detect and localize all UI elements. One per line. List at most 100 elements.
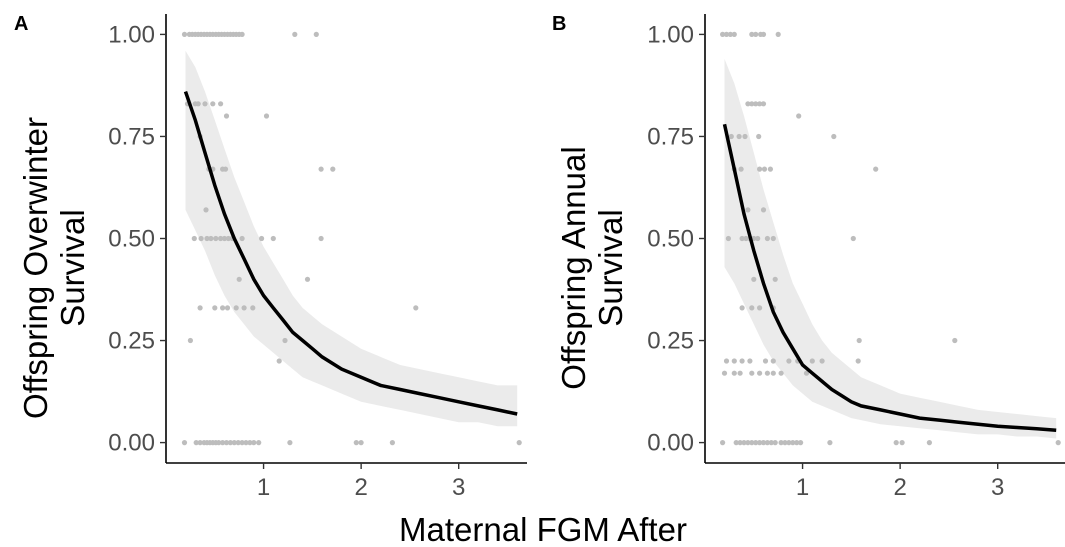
data-point-b [753, 101, 759, 107]
data-point-b [952, 337, 958, 344]
y-tick-label-a: 1.00 [108, 21, 155, 48]
data-point-a [292, 31, 298, 37]
data-point-b [755, 235, 761, 242]
panel-a: A Offspring Overwinter Survival 0.00 0.25… [14, 13, 527, 501]
data-point-b [772, 276, 778, 282]
panel-letter-b: B [552, 13, 566, 35]
data-point-b [720, 31, 726, 37]
data-point-b [926, 440, 933, 446]
y-tick-label-b: 0.25 [647, 328, 694, 355]
data-point-b [760, 207, 767, 213]
data-point-a [213, 235, 219, 242]
data-point-b [753, 31, 759, 37]
data-point-b [873, 166, 879, 172]
data-point-a [220, 440, 226, 446]
data-point-b [739, 235, 745, 242]
y-tick-label-a: 0.25 [108, 328, 155, 355]
data-point-a [313, 31, 319, 37]
data-point-b [738, 166, 744, 172]
data-point-a [516, 440, 522, 446]
data-point-a [243, 440, 249, 446]
data-point-b [762, 358, 769, 364]
data-point-b [747, 358, 753, 364]
data-point-b [856, 337, 862, 344]
data-point-b [770, 358, 776, 364]
data-point-b [768, 440, 774, 446]
data-point-b [770, 370, 776, 376]
data-point-a [222, 166, 229, 172]
data-point-b [767, 166, 774, 172]
data-point-b [786, 358, 792, 364]
data-point-b [749, 305, 755, 311]
data-point-a [251, 440, 257, 446]
y-tick-label-b: 0.50 [647, 226, 694, 253]
data-point-a [195, 101, 201, 107]
data-point-a [202, 101, 208, 107]
data-point-a [270, 235, 276, 242]
x-tick-label-a: 2 [354, 474, 367, 501]
data-point-a [259, 235, 265, 242]
data-point-b [757, 305, 763, 311]
data-point-a [250, 305, 256, 311]
data-point-b [1055, 440, 1061, 446]
data-point-a [193, 440, 199, 446]
data-point-b [751, 276, 757, 282]
data-point-a [353, 440, 359, 446]
x-tick-label-b: 1 [796, 474, 809, 501]
data-point-a [239, 31, 245, 37]
data-point-a [233, 305, 239, 311]
data-point-a [221, 235, 228, 242]
data-point-a [223, 440, 230, 446]
data-point-a [220, 305, 226, 311]
data-point-b [850, 235, 856, 242]
data-point-b [827, 440, 833, 446]
data-point-a [263, 113, 270, 119]
data-point-b [743, 235, 749, 242]
data-point-a [413, 305, 419, 311]
fitted-curve-b [722, 123, 1057, 433]
data-point-b [760, 101, 767, 107]
confidence-band-a [185, 50, 518, 427]
data-point-b [775, 31, 781, 37]
data-point-a [208, 235, 214, 242]
y-axis-title-a-line2: Survival [54, 209, 91, 326]
data-point-b [809, 358, 815, 364]
y-tick-label-b: 0.75 [647, 123, 694, 150]
data-point-a [282, 337, 288, 344]
data-point-b [721, 370, 728, 376]
data-point-b [760, 440, 767, 446]
data-point-a [218, 101, 224, 107]
data-point-b [733, 440, 739, 446]
data-point-a [236, 276, 242, 282]
plot-area-b: 0.00 0.25 0.50 0.75 1.00 1 2 3 [647, 14, 1065, 501]
data-point-b [770, 235, 776, 242]
data-point-b [720, 440, 726, 446]
data-point-b [731, 358, 737, 364]
data-point-b [725, 235, 732, 242]
data-point-b [749, 31, 755, 37]
data-point-b [757, 101, 763, 107]
data-point-b [893, 440, 899, 446]
data-point-b [745, 207, 751, 213]
data-point-a [225, 235, 231, 242]
data-point-b [731, 370, 737, 376]
data-point-b [727, 31, 734, 37]
y-axis-title-a-line1: Offspring Overwinter [17, 117, 54, 419]
data-point-a [318, 235, 324, 242]
data-point-a [241, 305, 247, 311]
x-tick-label-a: 1 [257, 474, 270, 501]
data-point-a [330, 166, 336, 172]
data-point-b [760, 31, 767, 37]
data-point-b [745, 101, 751, 107]
data-point-b [798, 440, 804, 446]
data-point-a [198, 235, 204, 242]
data-point-b [756, 133, 762, 140]
confidence-band-b [724, 58, 1057, 439]
data-point-a [256, 440, 262, 446]
data-point-b [855, 358, 861, 364]
data-point-b [737, 440, 743, 446]
data-point-a [187, 337, 193, 344]
x-axis-title: Maternal FGM After [399, 511, 687, 547]
